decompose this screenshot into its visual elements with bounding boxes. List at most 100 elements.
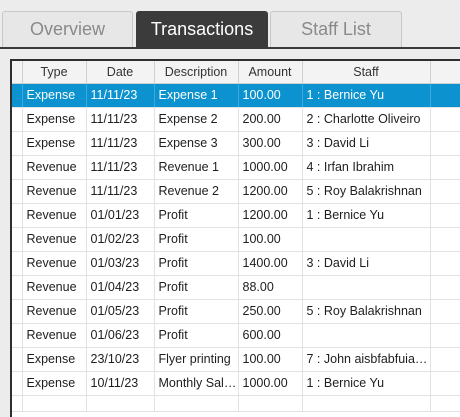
cell-description[interactable]: Revenue 1 <box>154 155 239 180</box>
cell-date[interactable]: 11/11/23 <box>86 83 155 108</box>
cell-type[interactable]: Revenue <box>22 203 87 228</box>
table-row[interactable]: Revenue 11/11/23 Revenue 1 1000.00 4 : Irfan… <box>12 155 460 180</box>
header-description[interactable]: Description <box>154 61 239 84</box>
cell-description[interactable]: Expense 2 <box>154 107 239 132</box>
cell-amount[interactable]: 1200.00 <box>238 179 303 204</box>
cell-type[interactable]: Revenue <box>22 275 87 300</box>
cell-date[interactable]: 01/02/23 <box>86 227 155 252</box>
table-row[interactable]: Revenue 01/03/23 Profit 1400.00 3 : David Li <box>12 251 460 276</box>
cell-staff[interactable]: 1 : Bernice Yu <box>302 203 431 228</box>
cell-description[interactable]: Expense 1 <box>154 83 239 108</box>
cell-description[interactable]: Expense 3 <box>154 131 239 156</box>
empty-cell <box>154 395 239 412</box>
header-date[interactable]: Date <box>86 61 155 84</box>
cell-description[interactable]: Revenue 2 <box>154 179 239 204</box>
table-header-row: Type Date Description Amount Staff <box>12 61 460 84</box>
cell-staff[interactable] <box>302 227 431 252</box>
cell-type[interactable]: Expense <box>22 371 87 396</box>
table-row[interactable]: Expense 11/11/23 Expense 3 300.00 3 : David … <box>12 131 460 156</box>
empty-cell <box>86 395 155 412</box>
cell-staff[interactable]: 5 : Roy Balakrishnan <box>302 299 431 324</box>
cell-description[interactable]: Flyer printing <box>154 347 239 372</box>
cell-type[interactable]: Expense <box>22 83 87 108</box>
cell-staff[interactable]: 3 : David Li <box>302 251 431 276</box>
row-gutter <box>12 323 23 348</box>
cell-staff[interactable]: 4 : Irfan Ibrahim <box>302 155 431 180</box>
cell-date[interactable]: 01/05/23 <box>86 299 155 324</box>
cell-staff[interactable]: 7 : John aisbfabfuiabfuiab <box>302 347 431 372</box>
table-row[interactable]: Revenue 01/05/23 Profit 250.00 5 : Roy Balak… <box>12 299 460 324</box>
cell-staff[interactable]: 2 : Charlotte Oliveiro <box>302 107 431 132</box>
cell-description[interactable]: Monthly Salary <box>154 371 239 396</box>
row-gutter <box>12 251 23 276</box>
cell-type[interactable]: Expense <box>22 131 87 156</box>
row-filler <box>430 203 460 228</box>
cell-amount[interactable]: 200.00 <box>238 107 303 132</box>
cell-date[interactable]: 11/11/23 <box>86 107 155 132</box>
cell-staff[interactable]: 5 : Roy Balakrishnan <box>302 179 431 204</box>
cell-staff[interactable]: 1 : Bernice Yu <box>302 83 431 108</box>
cell-description[interactable]: Profit <box>154 323 239 348</box>
cell-amount[interactable]: 88.00 <box>238 275 303 300</box>
empty-cell <box>238 395 303 412</box>
cell-type[interactable]: Revenue <box>22 179 87 204</box>
cell-date[interactable]: 01/03/23 <box>86 251 155 276</box>
cell-type[interactable]: Revenue <box>22 323 87 348</box>
table-row[interactable]: Revenue 01/04/23 Profit 88.00 <box>12 275 460 300</box>
cell-date[interactable]: 01/06/23 <box>86 323 155 348</box>
cell-amount[interactable]: 250.00 <box>238 299 303 324</box>
cell-type[interactable]: Revenue <box>22 227 87 252</box>
table-row[interactable]: Revenue 01/06/23 Profit 600.00 <box>12 323 460 348</box>
cell-date[interactable]: 01/01/23 <box>86 203 155 228</box>
cell-description[interactable]: Profit <box>154 275 239 300</box>
table-row[interactable]: Revenue 11/11/23 Revenue 2 1200.00 5 : Roy B… <box>12 179 460 204</box>
cell-amount[interactable]: 1000.00 <box>238 155 303 180</box>
table-row[interactable]: Expense 11/11/23 Expense 1 100.00 1 : Bernic… <box>12 83 460 108</box>
tab-bar: Overview Transactions Staff List <box>0 0 460 49</box>
cell-amount[interactable]: 100.00 <box>238 83 303 108</box>
cell-description[interactable]: Profit <box>154 251 239 276</box>
transactions-panel: Type Date Description Amount Staff Expen… <box>0 49 460 417</box>
cell-description[interactable]: Profit <box>154 299 239 324</box>
cell-staff[interactable] <box>302 275 431 300</box>
cell-type[interactable]: Revenue <box>22 155 87 180</box>
cell-type[interactable]: Revenue <box>22 299 87 324</box>
header-amount[interactable]: Amount <box>238 61 303 84</box>
cell-description[interactable]: Profit <box>154 227 239 252</box>
cell-date[interactable]: 01/04/23 <box>86 275 155 300</box>
tab-staff-list[interactable]: Staff List <box>270 11 402 47</box>
tab-underline <box>0 47 460 49</box>
cell-date[interactable]: 11/11/23 <box>86 179 155 204</box>
cell-amount[interactable]: 1400.00 <box>238 251 303 276</box>
cell-amount[interactable]: 100.00 <box>238 347 303 372</box>
cell-amount[interactable]: 100.00 <box>238 227 303 252</box>
row-gutter <box>12 203 23 228</box>
row-gutter <box>12 107 23 132</box>
cell-staff[interactable] <box>302 323 431 348</box>
cell-description[interactable]: Profit <box>154 203 239 228</box>
table-row[interactable]: Revenue 01/01/23 Profit 1200.00 1 : Bernice … <box>12 203 460 228</box>
table-row[interactable]: Expense 10/11/23 Monthly Salary 1000.00 1 : … <box>12 371 460 396</box>
cell-type[interactable]: Expense <box>22 107 87 132</box>
header-staff[interactable]: Staff <box>302 61 431 84</box>
header-type[interactable]: Type <box>22 61 87 84</box>
table-row[interactable]: Expense 23/10/23 Flyer printing 100.00 7 : J… <box>12 347 460 372</box>
tab-overview[interactable]: Overview <box>2 11 133 47</box>
cell-amount[interactable]: 1000.00 <box>238 371 303 396</box>
cell-type[interactable]: Expense <box>22 347 87 372</box>
table-row[interactable]: Revenue 01/02/23 Profit 100.00 <box>12 227 460 252</box>
cell-amount[interactable]: 300.00 <box>238 131 303 156</box>
cell-amount[interactable]: 1200.00 <box>238 203 303 228</box>
cell-date[interactable]: 11/11/23 <box>86 155 155 180</box>
cell-date[interactable]: 10/11/23 <box>86 371 155 396</box>
cell-type[interactable]: Revenue <box>22 251 87 276</box>
row-gutter <box>12 179 23 204</box>
tab-transactions[interactable]: Transactions <box>136 11 268 47</box>
cell-staff[interactable]: 3 : David Li <box>302 131 431 156</box>
cell-date[interactable]: 11/11/23 <box>86 131 155 156</box>
cell-amount[interactable]: 600.00 <box>238 323 303 348</box>
cell-date[interactable]: 23/10/23 <box>86 347 155 372</box>
table-row[interactable]: Expense 11/11/23 Expense 2 200.00 2 : Charlo… <box>12 107 460 132</box>
transactions-table: Type Date Description Amount Staff Expen… <box>12 61 460 412</box>
cell-staff[interactable]: 1 : Bernice Yu <box>302 371 431 396</box>
